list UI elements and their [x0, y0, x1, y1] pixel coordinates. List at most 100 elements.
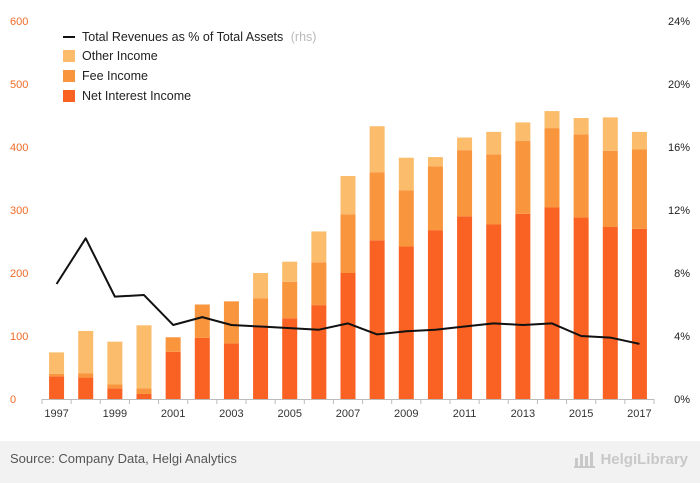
- legend-label-net-interest-income: Net Interest Income: [82, 89, 191, 103]
- bar-other-income: [544, 111, 560, 129]
- chart-svg: 0 100 200 300 400 500 600 0% 4% 8% 12% 16% 20% 24% 199…: [10, 16, 690, 420]
- x-tick-label: 2007: [336, 408, 360, 420]
- bar-net-interest-income: [427, 230, 443, 399]
- bar-other-income: [107, 341, 123, 385]
- bar-other-income: [78, 330, 94, 374]
- bar-other-income: [602, 117, 618, 151]
- legend-label-other-income: Other Income: [82, 49, 158, 63]
- bar-fee-income: [457, 150, 473, 217]
- brand-name: HelgiLibrary: [600, 450, 688, 468]
- bar-net-interest-income: [457, 216, 473, 399]
- x-tick-label: 2011: [453, 408, 477, 420]
- bar-other-income: [427, 157, 443, 167]
- legend-label-line: Total Revenues as % of Total Assets (rhs…: [82, 30, 316, 44]
- line-total-revenues-pct-assets: [55, 237, 640, 345]
- bar-fee-income: [136, 388, 152, 394]
- y-left-tick-label: 200: [10, 268, 28, 280]
- bar-fee-income: [573, 134, 589, 218]
- bar-net-interest-income: [486, 224, 502, 399]
- x-tick-label: 2009: [394, 408, 418, 420]
- bar-other-income: [486, 131, 502, 155]
- bar-fee-income: [223, 301, 239, 344]
- bar-net-interest-income: [398, 246, 414, 399]
- y-right-tick-label: 20%: [668, 79, 690, 91]
- x-tick-label: 2017: [627, 408, 651, 420]
- bar-other-income: [631, 131, 647, 150]
- y-right-tick-label: 8%: [674, 268, 690, 280]
- bar-fee-income: [340, 214, 356, 273]
- bar-net-interest-income: [165, 351, 181, 399]
- y-left-tick-label: 500: [10, 79, 28, 91]
- bar-other-income: [311, 231, 327, 263]
- bar-fee-income: [486, 154, 502, 225]
- bar-other-income: [369, 126, 385, 173]
- bar-fee-income: [194, 304, 210, 338]
- footer: Source: Company Data, Helgi Analytics He…: [0, 441, 700, 483]
- bar-fee-income: [311, 262, 327, 306]
- x-tick-label: 2005: [277, 408, 301, 420]
- bar-net-interest-income: [515, 213, 531, 399]
- bar-fee-income: [165, 337, 181, 352]
- brand-logo: HelgiLibrary: [574, 450, 688, 468]
- bar-fee-income: [515, 140, 531, 214]
- bar-fee-income: [253, 298, 269, 326]
- legend-swatch-other-income: [63, 50, 75, 62]
- bar-net-interest-income: [194, 337, 210, 399]
- bar-net-interest-income: [602, 227, 618, 399]
- legend-label-fee-income: Fee Income: [82, 69, 148, 83]
- bar-net-interest-income: [49, 376, 65, 399]
- bar-other-income: [282, 261, 298, 282]
- x-tick-label: 2015: [569, 408, 593, 420]
- bar-net-interest-income: [253, 325, 269, 399]
- axes-group: 0 100 200 300 400 500 600 0% 4% 8% 12% 16% 20% 24% 199…: [10, 16, 690, 420]
- bar-net-interest-income: [136, 393, 152, 399]
- bar-net-interest-income: [631, 228, 647, 399]
- bar-other-income: [49, 352, 65, 374]
- y-right-tick-label: 12%: [668, 205, 690, 217]
- bar-net-interest-income: [573, 217, 589, 399]
- y-right-tick-label: 16%: [668, 142, 690, 154]
- y-left-tick-label: 600: [10, 16, 28, 28]
- building-icon: [574, 452, 596, 468]
- bar-net-interest-income: [544, 207, 560, 399]
- x-tick-label: 1997: [44, 408, 68, 420]
- bar-other-income: [573, 118, 589, 135]
- bar-fee-income: [544, 128, 560, 208]
- bar-net-interest-income: [78, 377, 94, 399]
- bar-fee-income: [631, 149, 647, 229]
- bars-group: [49, 111, 647, 399]
- bar-fee-income: [398, 190, 414, 247]
- legend: Total Revenues as % of Total Assets (rhs…: [63, 30, 316, 103]
- bar-fee-income: [78, 373, 94, 378]
- y-left-tick-label: 300: [10, 205, 28, 217]
- bar-other-income: [136, 325, 152, 389]
- line-group: [55, 237, 640, 345]
- bar-net-interest-income: [340, 273, 356, 399]
- y-right-tick-label: 4%: [674, 331, 690, 343]
- y-left-tick-label: 400: [10, 142, 28, 154]
- bar-other-income: [515, 122, 531, 141]
- bar-other-income: [457, 137, 473, 151]
- legend-swatch-net-interest-income: [63, 90, 75, 102]
- bar-other-income: [253, 273, 269, 299]
- x-tick-label: 2001: [161, 408, 185, 420]
- x-tick-label: 1999: [103, 408, 127, 420]
- legend-label-line-note: (rhs): [291, 30, 317, 44]
- bar-net-interest-income: [369, 240, 385, 399]
- bar-fee-income: [282, 281, 298, 319]
- source-note: Source: Company Data, Helgi Analytics: [10, 451, 237, 466]
- bar-other-income: [398, 157, 414, 191]
- y-left-tick-label: 0: [10, 394, 16, 406]
- x-tick-label: 2013: [511, 408, 535, 420]
- bar-fee-income: [427, 166, 443, 231]
- bar-net-interest-income: [282, 318, 298, 399]
- y-right-tick-label: 24%: [668, 16, 690, 28]
- bar-fee-income: [602, 150, 618, 228]
- bar-net-interest-income: [223, 343, 239, 399]
- bar-net-interest-income: [311, 305, 327, 399]
- bar-fee-income: [49, 373, 65, 377]
- bar-net-interest-income: [107, 388, 123, 399]
- y-right-tick-label: 0%: [674, 394, 690, 406]
- y-left-tick-label: 100: [10, 331, 28, 343]
